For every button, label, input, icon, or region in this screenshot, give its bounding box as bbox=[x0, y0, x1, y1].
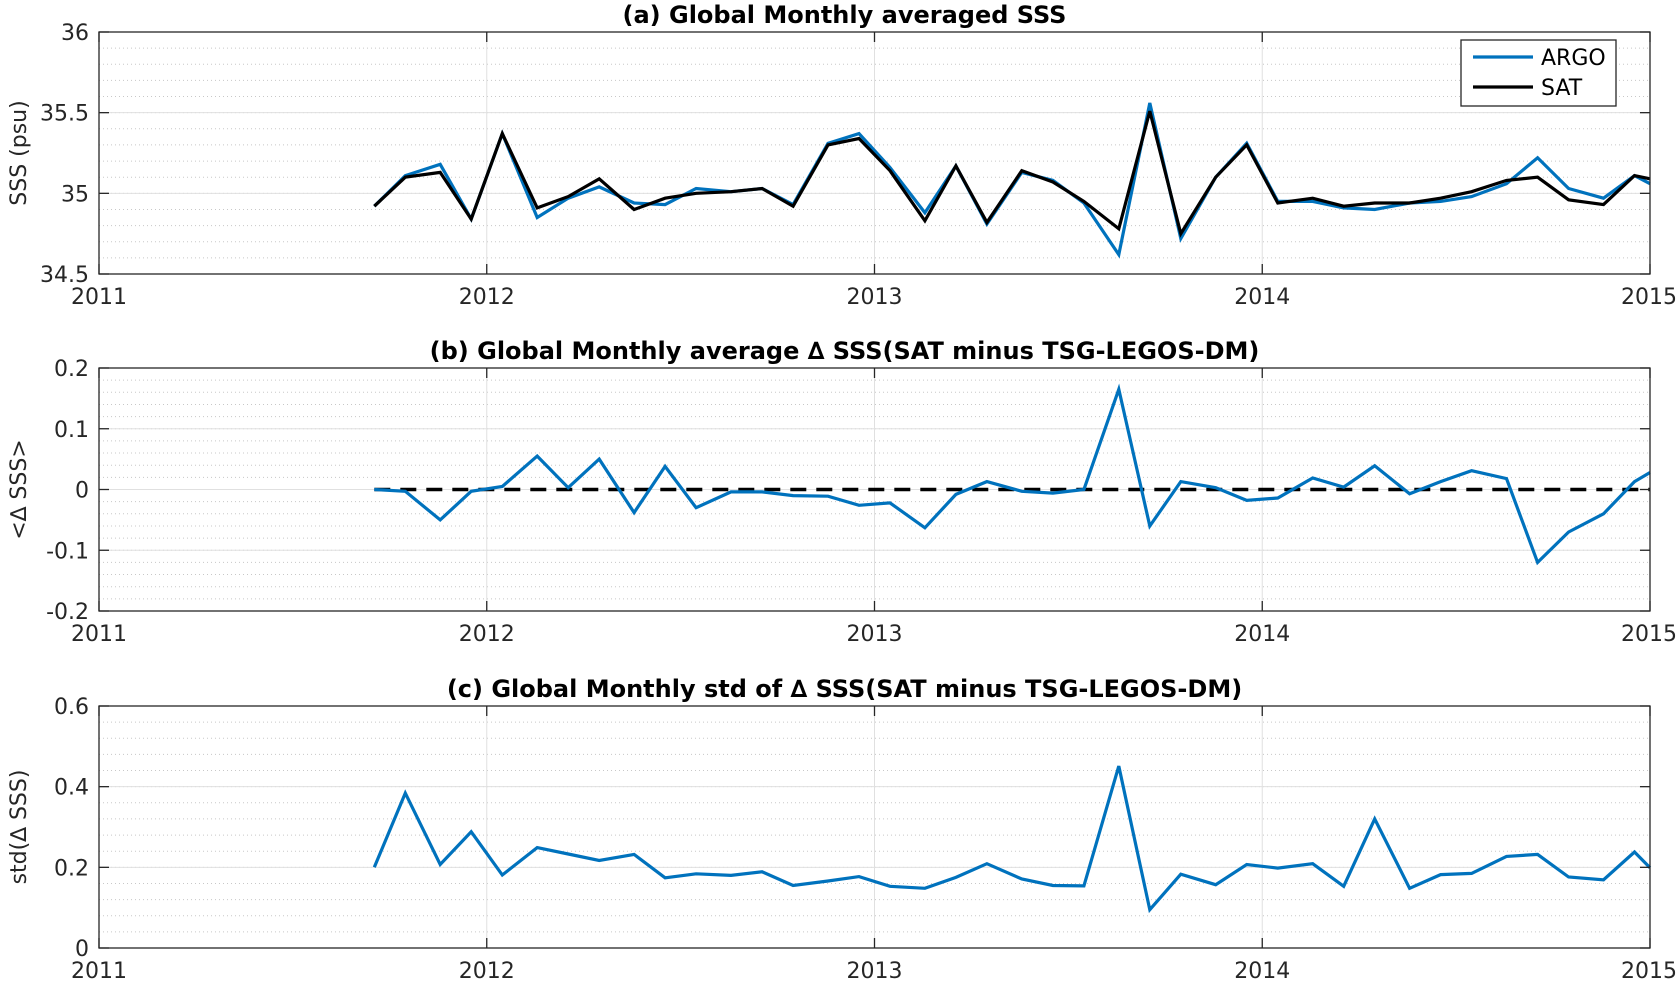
y-tick-label: 34.5 bbox=[40, 263, 89, 288]
x-tick-label: 2015 bbox=[1621, 622, 1677, 647]
y-axis-label: SSS (psu) bbox=[7, 100, 32, 205]
x-tick-label: 2013 bbox=[847, 622, 903, 647]
series-line-1 bbox=[372, 765, 1652, 914]
series-line-argo bbox=[373, 102, 1651, 259]
panel-3: 2011 2012 2013 2014 2015 0 0.2 0.4 0.6 (c) Global… bbox=[7, 675, 1677, 982]
chart-title: (a) Global Monthly averaged SSS bbox=[623, 1, 1067, 29]
y-tick-label: 35 bbox=[61, 182, 89, 207]
y-tick-label: 0 bbox=[75, 479, 89, 504]
y-tick-label: -0.2 bbox=[46, 600, 89, 625]
legend: ARGO SAT bbox=[1460, 39, 1617, 107]
y-tick-label: 0.6 bbox=[54, 695, 89, 720]
x-tick-label: 2014 bbox=[1234, 959, 1290, 982]
chart-title: (c) Global Monthly std of ∆ SSS(SAT minu… bbox=[447, 675, 1242, 703]
x-tick-label: 2013 bbox=[847, 285, 903, 310]
panel-1: 2011 2012 2013 2014 2015 34.5 35 35.5 36 (a) Glob… bbox=[7, 1, 1677, 310]
y-tick-label: 0.4 bbox=[54, 776, 89, 801]
legend-label-sat: SAT bbox=[1541, 76, 1583, 101]
series-line-1 bbox=[374, 383, 1651, 566]
x-tick-label: 2014 bbox=[1234, 622, 1290, 647]
x-tick-label: 2015 bbox=[1621, 959, 1677, 982]
y-axis-label: std(∆ SSS) bbox=[7, 770, 32, 885]
legend-box bbox=[1460, 39, 1617, 107]
x-tick-label: 2012 bbox=[459, 622, 515, 647]
y-axis-label: <∆ SSS> bbox=[7, 439, 32, 539]
x-tick-label: 2011 bbox=[71, 959, 127, 982]
chart-title: (b) Global Monthly average ∆ SSS(SAT min… bbox=[430, 337, 1260, 365]
y-tick-label: 0.1 bbox=[54, 418, 89, 443]
y-tick-label: 0.2 bbox=[54, 856, 89, 881]
x-tick-label: 2011 bbox=[71, 285, 127, 310]
legend-label-argo: ARGO bbox=[1541, 46, 1606, 71]
series-line-sat bbox=[373, 110, 1651, 238]
x-tick-label: 2012 bbox=[459, 285, 515, 310]
y-tick-label: 0 bbox=[75, 937, 89, 962]
x-tick-label: 2015 bbox=[1621, 285, 1677, 310]
y-tick-label: 36 bbox=[61, 21, 89, 46]
x-tick-label: 2011 bbox=[71, 622, 127, 647]
x-tick-label: 2014 bbox=[1234, 285, 1290, 310]
panel-2: 2011 2012 2013 2014 2015 -0.2 -0.1 0 0.1 0.2 (b) G… bbox=[7, 337, 1677, 647]
y-tick-label: 0.2 bbox=[54, 357, 89, 382]
y-tick-label: -0.1 bbox=[46, 539, 89, 564]
x-tick-label: 2012 bbox=[459, 959, 515, 982]
y-tick-label: 35.5 bbox=[40, 102, 89, 127]
x-tick-label: 2013 bbox=[847, 959, 903, 982]
